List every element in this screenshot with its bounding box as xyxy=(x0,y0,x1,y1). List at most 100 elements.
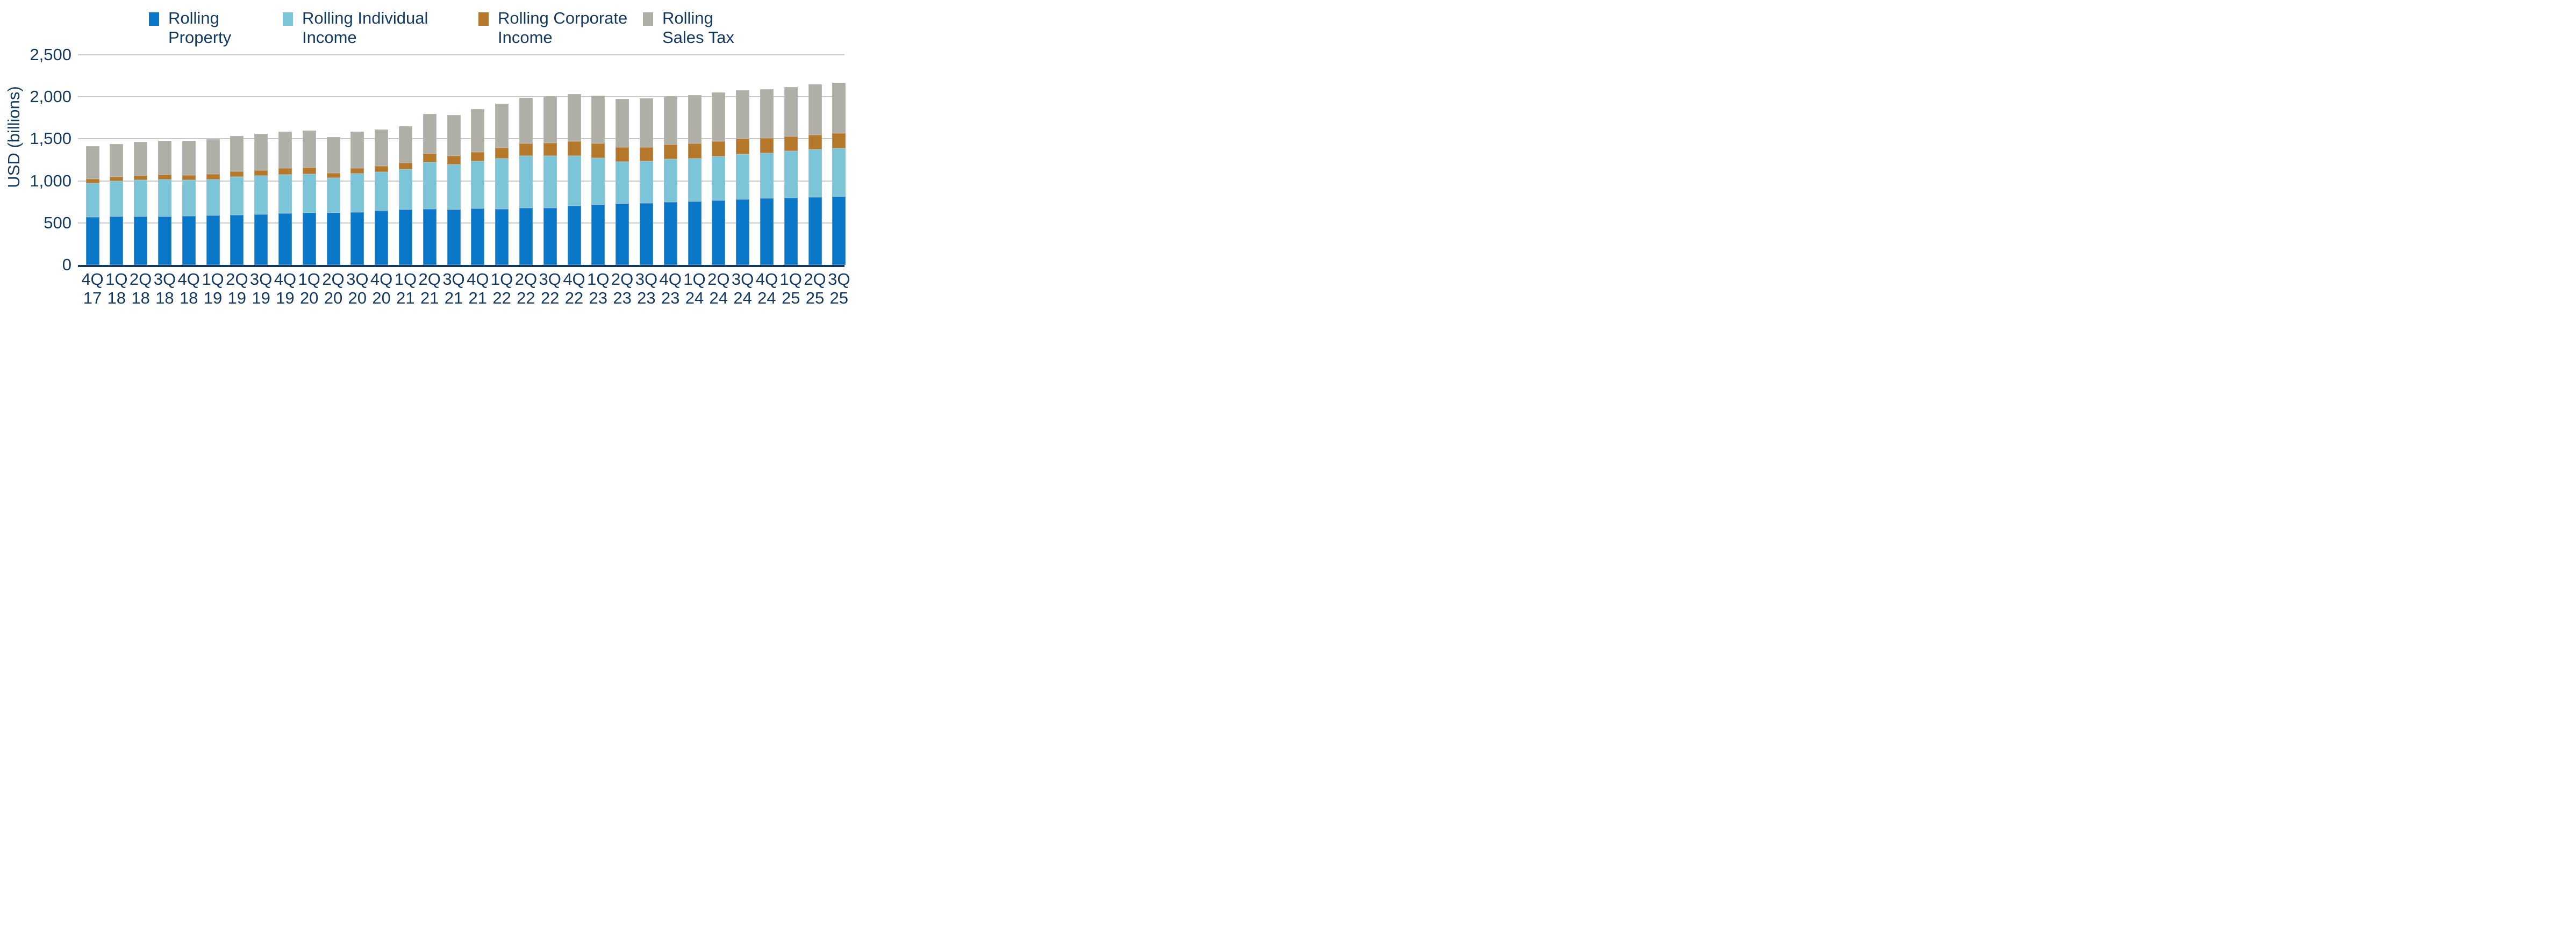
bar-segment-rolling-corporate-income-2Q18 xyxy=(134,176,148,181)
bar-segment-rolling-property-4Q24 xyxy=(760,198,774,265)
bar-segment-rolling-individual-income-4Q19 xyxy=(278,174,292,214)
bar-segment-rolling-corporate-income-1Q19 xyxy=(206,174,220,180)
bar-segment-rolling-property-1Q23 xyxy=(591,205,605,265)
bar-segment-rolling-property-3Q25 xyxy=(832,197,846,265)
legend-swatch-rolling-property xyxy=(149,12,159,26)
bar-segment-rolling-corporate-income-3Q18 xyxy=(158,175,171,180)
x-tick-label-4Q20: 4Q 20 xyxy=(370,270,393,307)
bar-segment-rolling-individual-income-4Q20 xyxy=(375,171,389,211)
bar-segment-rolling-individual-income-1Q22 xyxy=(495,159,509,209)
bar-segment-rolling-sales-tax-4Q23 xyxy=(663,96,677,145)
bar-segment-rolling-corporate-income-2Q23 xyxy=(616,147,629,162)
bar-segment-rolling-corporate-income-3Q24 xyxy=(736,139,750,154)
legend-swatch-rolling-corporate-income xyxy=(478,12,489,26)
bar-segment-rolling-sales-tax-1Q21 xyxy=(398,126,412,163)
bar-segment-rolling-property-3Q23 xyxy=(639,203,653,265)
bar-segment-rolling-sales-tax-4Q17 xyxy=(85,146,99,179)
bar-segment-rolling-corporate-income-3Q19 xyxy=(254,170,268,176)
legend-label-rolling-property: Rolling Property xyxy=(168,9,232,47)
bar-segment-rolling-property-4Q17 xyxy=(85,217,99,265)
bar-segment-rolling-property-1Q20 xyxy=(302,213,316,265)
bar-segment-rolling-individual-income-1Q21 xyxy=(398,169,412,210)
y-tick-label-1000: 1,000 xyxy=(30,171,71,190)
bar-segment-rolling-property-3Q22 xyxy=(543,208,557,265)
bar-segment-rolling-corporate-income-4Q21 xyxy=(471,152,485,161)
bar-segment-rolling-individual-income-4Q22 xyxy=(567,155,581,206)
bar-segment-rolling-sales-tax-3Q19 xyxy=(254,134,268,171)
bar-segment-rolling-corporate-income-4Q22 xyxy=(567,141,581,156)
bar-segment-rolling-individual-income-1Q25 xyxy=(784,151,798,198)
bar-segment-rolling-sales-tax-2Q25 xyxy=(808,84,822,135)
bar-segment-rolling-sales-tax-3Q24 xyxy=(736,90,750,139)
bar-segment-rolling-individual-income-2Q21 xyxy=(423,162,437,210)
x-tick-label-3Q24: 3Q 24 xyxy=(731,270,754,307)
x-tick-label-1Q24: 1Q 24 xyxy=(683,270,706,307)
x-tick-label-4Q23: 4Q 23 xyxy=(659,270,682,307)
y-tick-label-2000: 2,000 xyxy=(30,87,71,106)
legend-item-rolling-corporate-income: Rolling Corporate Income xyxy=(478,9,627,47)
bar-segment-rolling-individual-income-3Q22 xyxy=(543,156,557,208)
bar-segment-rolling-property-4Q18 xyxy=(182,216,196,265)
x-tick-label-3Q23: 3Q 23 xyxy=(635,270,658,307)
x-tick-label-1Q18: 1Q 18 xyxy=(105,270,128,307)
y-tick-label-2500: 2,500 xyxy=(30,45,71,64)
bar-segment-rolling-property-2Q19 xyxy=(230,214,244,265)
bar-segment-rolling-sales-tax-4Q20 xyxy=(375,129,389,166)
bar-segment-rolling-property-3Q18 xyxy=(158,216,171,265)
bar-segment-rolling-property-3Q19 xyxy=(254,214,268,265)
x-tick-label-4Q24: 4Q 24 xyxy=(755,270,778,307)
x-tick-label-3Q25: 3Q 25 xyxy=(828,270,850,307)
bar-segment-rolling-corporate-income-4Q19 xyxy=(278,168,292,175)
bar-segment-rolling-property-1Q21 xyxy=(398,210,412,265)
legend-label-rolling-corporate-income: Rolling Corporate Income xyxy=(498,9,628,47)
bar-segment-rolling-sales-tax-1Q24 xyxy=(688,95,702,144)
gridline-1500 xyxy=(78,138,845,140)
bar-segment-rolling-corporate-income-2Q19 xyxy=(230,171,244,177)
x-tick-label-1Q25: 1Q 25 xyxy=(779,270,802,307)
bar-segment-rolling-individual-income-3Q18 xyxy=(158,179,171,217)
x-tick-label-3Q19: 3Q 19 xyxy=(249,270,273,307)
bar-segment-rolling-individual-income-3Q20 xyxy=(350,174,364,212)
x-tick-label-4Q22: 4Q 22 xyxy=(563,270,585,307)
bar-segment-rolling-individual-income-4Q21 xyxy=(471,161,485,209)
bar-segment-rolling-sales-tax-2Q23 xyxy=(616,99,629,148)
bar-segment-rolling-corporate-income-2Q20 xyxy=(326,173,340,178)
bar-segment-rolling-corporate-income-3Q25 xyxy=(832,133,846,148)
bar-segment-rolling-corporate-income-4Q17 xyxy=(85,178,99,183)
bar-segment-rolling-individual-income-4Q18 xyxy=(182,180,196,217)
bar-segment-rolling-corporate-income-2Q25 xyxy=(808,134,822,149)
bar-segment-rolling-sales-tax-4Q22 xyxy=(567,94,581,142)
bar-segment-rolling-corporate-income-2Q22 xyxy=(519,143,533,156)
bar-segment-rolling-sales-tax-3Q25 xyxy=(832,83,846,134)
bar-segment-rolling-property-2Q18 xyxy=(134,216,148,265)
bar-segment-rolling-sales-tax-2Q22 xyxy=(519,98,533,143)
bar-segment-rolling-sales-tax-2Q20 xyxy=(326,136,340,174)
bar-segment-rolling-property-1Q24 xyxy=(688,201,702,265)
legend-label-rolling-sales-tax: Rolling Sales Tax xyxy=(662,9,734,47)
bar-segment-rolling-sales-tax-4Q24 xyxy=(760,89,774,139)
bar-segment-rolling-individual-income-1Q24 xyxy=(688,158,702,201)
bar-segment-rolling-property-3Q24 xyxy=(736,199,750,265)
bar-segment-rolling-property-4Q19 xyxy=(278,213,292,265)
bar-segment-rolling-corporate-income-1Q23 xyxy=(591,143,605,158)
x-tick-label-3Q21: 3Q 21 xyxy=(442,270,465,307)
bar-segment-rolling-property-4Q22 xyxy=(567,205,581,265)
y-tick-label-0: 0 xyxy=(62,255,71,274)
x-tick-label-2Q20: 2Q 20 xyxy=(322,270,345,307)
bar-segment-rolling-individual-income-3Q19 xyxy=(254,176,268,214)
gridline-2000 xyxy=(78,96,845,98)
x-tick-label-2Q18: 2Q 18 xyxy=(129,270,152,307)
gridline-1000 xyxy=(78,180,845,182)
bar-segment-rolling-individual-income-2Q25 xyxy=(808,149,822,198)
bar-segment-rolling-property-1Q22 xyxy=(495,208,509,265)
bar-segment-rolling-individual-income-2Q20 xyxy=(326,178,340,213)
bar-segment-rolling-individual-income-4Q17 xyxy=(85,183,99,217)
x-tick-label-1Q20: 1Q 20 xyxy=(298,270,320,307)
bar-segment-rolling-corporate-income-4Q24 xyxy=(760,138,774,153)
bar-segment-rolling-corporate-income-1Q21 xyxy=(398,162,412,169)
x-tick-label-4Q18: 4Q 18 xyxy=(177,270,200,307)
x-tick-label-2Q23: 2Q 23 xyxy=(611,270,634,307)
x-tick-label-1Q21: 1Q 21 xyxy=(394,270,417,307)
bar-segment-rolling-individual-income-1Q18 xyxy=(110,181,124,217)
bar-segment-rolling-property-1Q18 xyxy=(110,217,124,265)
